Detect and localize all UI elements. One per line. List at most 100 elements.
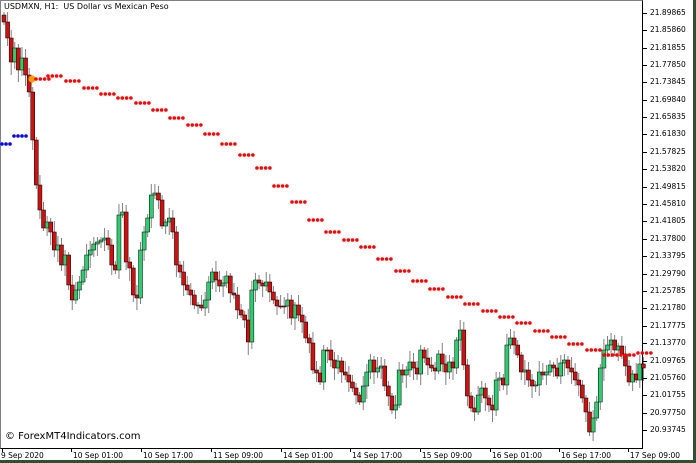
window-border-bottom [0, 460, 696, 463]
sar-dot [54, 74, 59, 78]
y-tick-label: 21.73845 [650, 77, 686, 86]
sar-dot [558, 335, 563, 339]
x-tick [420, 449, 421, 452]
y-tick-label: 20.93745 [650, 425, 686, 434]
y-tick [643, 204, 647, 205]
sar-dot [580, 342, 584, 346]
bearish-candle [303, 321, 308, 339]
sar-dot [272, 184, 276, 188]
y-tick [643, 82, 647, 83]
bullish-candle [493, 379, 499, 411]
sar-dot [251, 153, 255, 157]
bullish-candle [598, 367, 603, 403]
bearish-candle [181, 271, 186, 286]
sar-dot [99, 92, 103, 96]
bearish-candle [339, 360, 344, 373]
y-tick-label: 21.29790 [650, 269, 686, 278]
y-tick-label: 21.53820 [650, 164, 686, 173]
sar-dot [523, 321, 528, 325]
bearish-candle [612, 339, 617, 351]
sar-dot [506, 315, 511, 319]
bullish-candle [145, 217, 150, 233]
sar-dot [246, 153, 251, 157]
bearish-candle [465, 364, 470, 397]
sar-dot [644, 351, 649, 355]
sar-dot [238, 153, 242, 157]
sar-dot [593, 348, 598, 352]
bearish-candle [576, 379, 581, 386]
sar-dot [142, 101, 147, 105]
sar-dot [220, 142, 224, 146]
sar-dot [155, 108, 160, 112]
y-tick-label: 21.33795 [650, 251, 686, 260]
sar-dot [571, 342, 576, 346]
sar-dot [432, 287, 437, 291]
y-tick [643, 65, 647, 66]
sar-dot [454, 295, 459, 299]
sar-dot [602, 353, 606, 357]
bearish-candle [572, 371, 578, 381]
sar-dot [259, 166, 264, 170]
bullish-candle [504, 344, 510, 386]
bearish-candle [343, 371, 348, 376]
bearish-candle [66, 254, 71, 286]
bearish-candle [26, 74, 32, 93]
bullish-candle [454, 339, 459, 369]
bearish-candle [411, 361, 416, 369]
bearish-candle [127, 261, 132, 269]
bearish-candle [299, 314, 305, 323]
sar-dot [64, 79, 68, 83]
sar-dot [285, 184, 289, 188]
bearish-candle [486, 397, 492, 406]
y-tick [643, 134, 647, 135]
bearish-candle [296, 304, 301, 316]
y-tick [643, 117, 647, 118]
sar-dot [623, 353, 628, 357]
sar-dot [4, 142, 8, 146]
chart-title: USDMXN, H1: US Dollar vs Mexican Peso [4, 2, 169, 11]
sar-dot [190, 123, 195, 127]
sar-dot [298, 200, 303, 204]
bullish-candle [206, 281, 212, 301]
sar-dot [436, 287, 441, 291]
sar-dot [224, 142, 229, 146]
sar-dot [20, 134, 24, 138]
sar-dot [428, 287, 432, 291]
sar-dot [640, 351, 645, 355]
sar-dot [446, 295, 450, 299]
sar-dot [216, 132, 220, 136]
bullish-candle [594, 401, 599, 419]
bullish-candle [87, 249, 93, 256]
bullish-candle [544, 371, 549, 376]
bullish-candle [220, 282, 226, 287]
sar-dot [550, 335, 554, 339]
sar-dot [307, 218, 311, 222]
sar-dot [636, 351, 640, 355]
x-tick-label: 11 Sep 09:00 [213, 451, 264, 460]
y-tick [643, 343, 647, 344]
y-tick [643, 256, 647, 257]
y-tick-label: 21.81855 [650, 43, 686, 52]
sar-dot [546, 329, 550, 333]
y-tick-label: 21.41805 [650, 216, 686, 225]
bearish-candle [105, 237, 111, 246]
x-tick [211, 449, 212, 452]
sar-dot [324, 230, 328, 234]
plot-area[interactable] [0, 0, 643, 449]
sar-dot [95, 86, 99, 90]
bearish-candle [41, 209, 46, 229]
sar-dot [394, 269, 398, 273]
sar-dot [537, 329, 542, 333]
bearish-candle [30, 91, 35, 141]
sar-dot [164, 108, 168, 112]
bearish-candle [641, 363, 646, 369]
x-tick-label: 16 Sep 01:00 [492, 451, 543, 460]
sar-dot [159, 108, 164, 112]
sar-dot [498, 315, 502, 319]
sar-dot [332, 230, 337, 234]
x-tick-label: 17 Sep 09:00 [630, 451, 681, 460]
sar-dot [476, 302, 480, 306]
bearish-candle [34, 139, 39, 186]
sar-dot [181, 116, 185, 120]
